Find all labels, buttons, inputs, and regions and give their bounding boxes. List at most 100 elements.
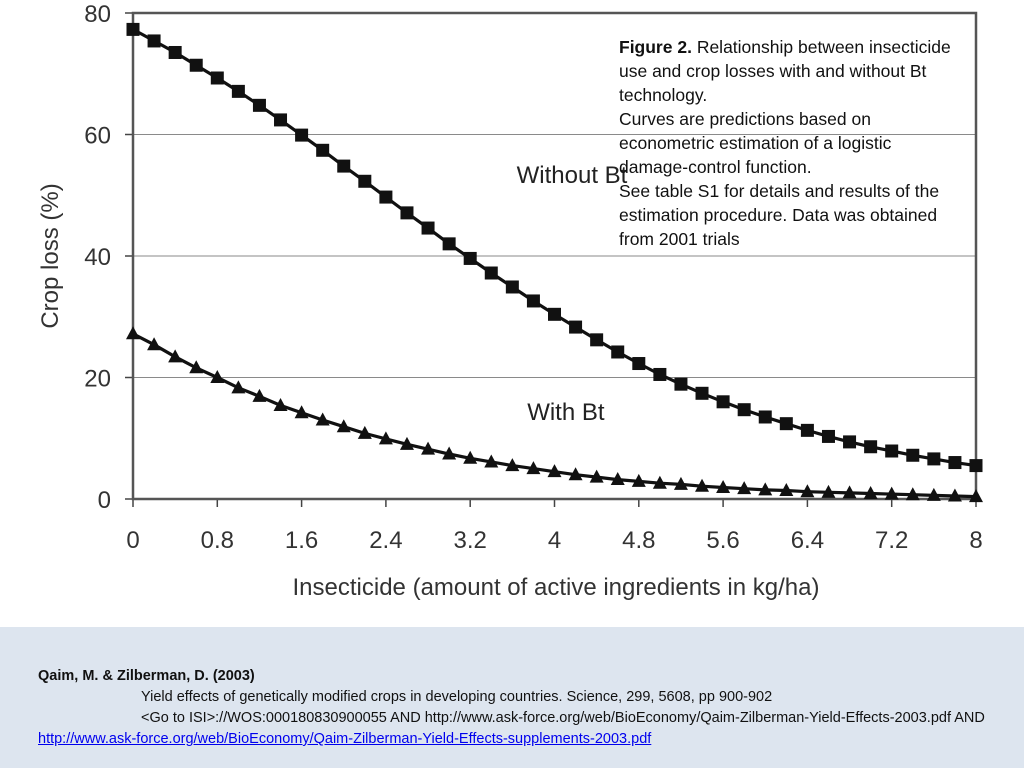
data-point (589, 469, 604, 483)
supplements-link[interactable]: http://www.ask-force.org/web/BioEconomy/… (38, 731, 652, 747)
data-point (442, 237, 456, 251)
x-tick-label-5.6: 5.6 (706, 527, 739, 554)
data-point (800, 423, 814, 437)
data-point (737, 481, 752, 495)
data-point (652, 475, 667, 489)
data-point (484, 266, 498, 280)
figure-caption: Figure 2. Relationship between insectici… (619, 35, 959, 251)
data-point (526, 294, 540, 308)
data-point (716, 395, 730, 409)
data-point (653, 367, 667, 381)
data-point (632, 357, 646, 371)
data-point (779, 417, 793, 431)
slide-figure-area: Without Bt With Bt 0 20 40 60 80 0 0.8 1.6 2.4 3.2… (37, 1, 983, 601)
data-point (674, 377, 688, 391)
data-point (821, 429, 835, 443)
data-point (927, 452, 941, 466)
data-point (210, 370, 225, 383)
data-point (316, 143, 330, 157)
data-point (421, 221, 435, 235)
data-point (378, 431, 393, 445)
data-point (400, 206, 414, 220)
caption-line-2: Curves are predictions based on economet… (619, 109, 892, 177)
reference-panel: Qaim, M. & Zilberman, D. (2003) Yield ef… (0, 627, 1024, 768)
data-point (274, 113, 288, 127)
caption-text-1: Relationship between insecticide use and… (619, 37, 951, 105)
y-tick-label-60: 60 (84, 123, 111, 150)
data-point (673, 476, 688, 490)
data-point (947, 488, 962, 502)
data-point (864, 440, 878, 454)
data-point (779, 482, 794, 496)
data-point (526, 461, 541, 475)
data-point (399, 436, 414, 450)
data-point (252, 98, 266, 112)
data-point (357, 425, 372, 439)
series-label: Without Bt (517, 162, 628, 189)
data-point (611, 345, 625, 359)
data-point (843, 435, 857, 449)
tick-labels: 0 20 40 60 80 0 0.8 1.6 2.4 3.2 4 4.8 5.6 6.4 7.2 8 (84, 1, 982, 554)
x-axis-label: Insecticide (amount of active ingredient… (293, 574, 820, 601)
grid-lines (133, 134, 976, 378)
data-point (505, 280, 519, 294)
data-point (842, 485, 857, 499)
data-point (252, 388, 267, 402)
data-point (189, 360, 204, 374)
x-tick-label-6.4: 6.4 (791, 527, 824, 554)
data-point (800, 484, 815, 498)
series-without-bt: Without Bt (126, 22, 983, 473)
data-point (695, 478, 710, 492)
data-point (379, 190, 393, 204)
series-label: With Bt (527, 399, 605, 426)
data-point (758, 410, 772, 424)
x-tick-label-1.6: 1.6 (285, 527, 318, 554)
y-tick-label-40: 40 (84, 244, 111, 271)
data-point (695, 386, 709, 400)
data-point (905, 487, 920, 501)
x-tick-label-3.2: 3.2 (454, 527, 487, 554)
x-tick-label-7.2: 7.2 (875, 527, 908, 554)
reference-text: Qaim, M. & Zilberman, D. (2003) Yield ef… (38, 666, 998, 750)
plot-frame (131, 11, 978, 501)
data-point (294, 405, 309, 419)
data-point (273, 397, 288, 411)
x-tick-label-4.8: 4.8 (622, 527, 655, 554)
data-point (295, 128, 309, 142)
data-point (569, 320, 583, 334)
data-point (885, 444, 899, 458)
data-point (737, 403, 751, 417)
data-point (315, 412, 330, 426)
data-point (716, 479, 731, 493)
data-point (421, 441, 436, 455)
x-tick-label-8: 8 (969, 527, 982, 554)
data-point (969, 489, 983, 503)
data-point (126, 22, 140, 36)
data-point (126, 326, 140, 340)
data-point (210, 71, 224, 85)
data-point (906, 448, 920, 462)
figure-label: Figure 2. (619, 37, 692, 57)
data-point (168, 349, 183, 363)
data-point (358, 174, 372, 188)
data-point (863, 486, 878, 500)
data-point (969, 459, 983, 473)
data-point (147, 337, 162, 351)
data-point (610, 472, 625, 486)
data-point (168, 45, 182, 59)
data-point (884, 486, 899, 500)
data-point (463, 450, 478, 464)
reference-sources: <Go to ISI>://WOS:000180830900055 AND ht… (38, 708, 998, 750)
y-axis-label: Crop loss (%) (37, 183, 64, 328)
reference-isi-line: <Go to ISI>://WOS:000180830900055 AND ht… (141, 710, 985, 726)
y-tick-label-0: 0 (98, 487, 111, 514)
data-point (926, 487, 941, 501)
data-point (548, 307, 561, 321)
data-point (547, 464, 562, 478)
crop-loss-chart: Without Bt With Bt 0 20 40 60 80 0 0.8 1.6 2.4 3.2… (37, 1, 983, 601)
data-point (231, 380, 246, 394)
data-point (231, 84, 245, 98)
series-with-bt: With Bt (126, 326, 983, 503)
x-tick-label-0.8: 0.8 (201, 527, 234, 554)
data-point (758, 482, 773, 496)
